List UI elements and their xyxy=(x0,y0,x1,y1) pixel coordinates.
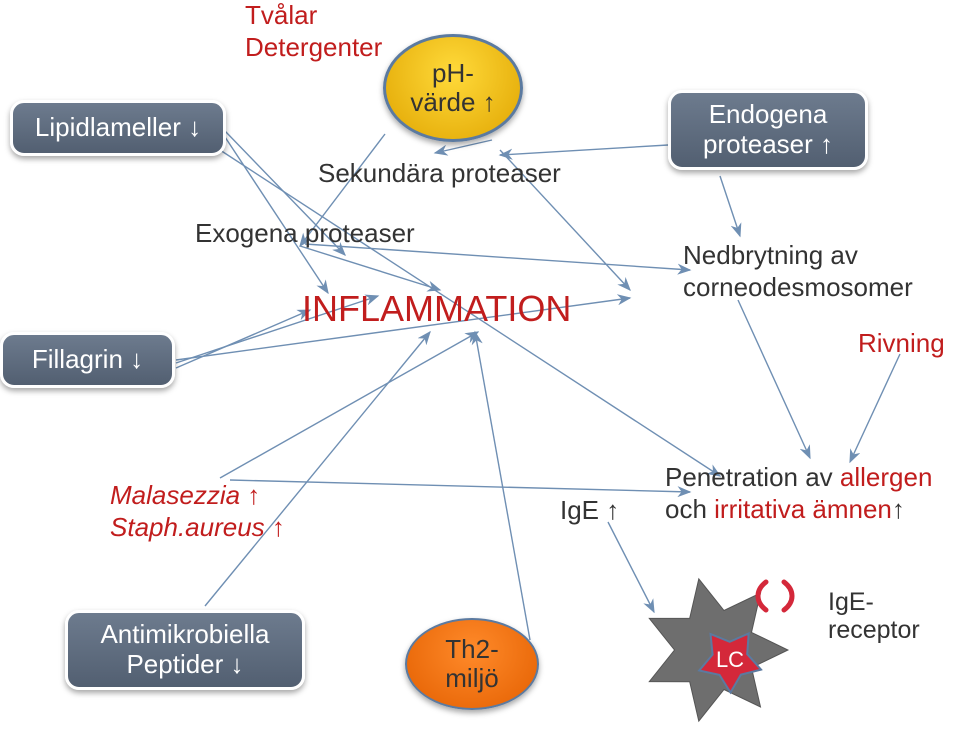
arrow xyxy=(720,176,740,236)
th2-ellipse: Th2- miljö xyxy=(405,618,539,710)
penetration-line2: och irritativa ämnen↑ xyxy=(665,494,905,525)
arrow xyxy=(300,246,440,290)
sekundara-label: Sekundära proteaser xyxy=(318,158,561,189)
detergenter-label: Detergenter xyxy=(245,32,382,63)
arrow xyxy=(850,354,900,462)
arrow xyxy=(205,332,430,606)
corneo-label: corneodesmosomer xyxy=(683,272,913,303)
arrow xyxy=(500,145,668,155)
diagram-stage: LC TvålarDetergenter Sekundära proteaser Ex… xyxy=(0,0,960,730)
lipidlameller-box-text-0: Lipidlameller ↓ xyxy=(35,113,201,143)
antimikrobiella-box-text-1: Peptider ↓ xyxy=(126,650,243,680)
endogena-box-text-1: proteaser ↑ xyxy=(703,130,833,160)
ige-up-label: IgE ↑ xyxy=(560,495,619,526)
lc-label: LC xyxy=(716,647,744,672)
tvalar-label: Tvålar xyxy=(245,0,317,31)
ph-ellipse: pH- värde ↑ xyxy=(383,34,523,142)
endogena-box-text-0: Endogena xyxy=(709,100,828,130)
fillagrin-box: Fillagrin ↓ xyxy=(0,332,175,388)
penetration2c: ↑ xyxy=(892,494,905,524)
antimikrobiella-box-text-0: Antimikrobiella xyxy=(100,620,269,650)
inflammation-label: INFLAMMATION xyxy=(302,288,571,330)
penetration2b: irritativa ämnen xyxy=(714,494,892,524)
arrow xyxy=(220,332,478,478)
rivning-label: Rivning xyxy=(858,328,945,359)
endogena-box: Endogenaproteaser ↑ xyxy=(668,90,868,170)
penetration-line1: Penetration av allergen xyxy=(665,462,932,493)
arrow xyxy=(435,140,492,153)
ige-receptor-line2: receptor xyxy=(828,616,920,645)
arrow xyxy=(225,137,328,293)
nedbrytning-label: Nedbrytning av xyxy=(683,240,858,271)
ige-receptor-line1: IgE- xyxy=(828,588,874,617)
penetration2a: och xyxy=(665,494,714,524)
fillagrin-box-text-0: Fillagrin ↓ xyxy=(32,345,143,375)
staph-label: Staph.aureus ↑ xyxy=(110,512,285,543)
penetration1b: allergen xyxy=(840,462,933,492)
arrow xyxy=(230,480,690,492)
arrow xyxy=(176,310,310,368)
antimikrobiella-box: AntimikrobiellaPeptider ↓ xyxy=(65,610,305,690)
arrow xyxy=(608,522,654,612)
arrow xyxy=(475,332,530,640)
lc-shape xyxy=(699,633,761,692)
lipidlameller-box: Lipidlameller ↓ xyxy=(10,100,226,156)
arrow xyxy=(738,300,810,458)
malasezzia-label: Malasezzia ↑ xyxy=(110,480,260,511)
ige-receptor-icon xyxy=(758,582,792,610)
penetration1a: Penetration av xyxy=(665,462,840,492)
dendritic-cell: LC xyxy=(649,579,792,721)
exogena-label: Exogena proteaser xyxy=(195,218,415,249)
